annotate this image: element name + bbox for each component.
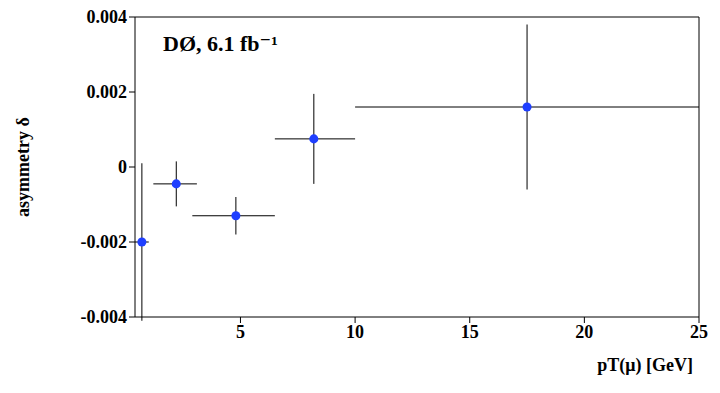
svg-text:asymmetry δ: asymmetry δ (13, 117, 33, 217)
svg-text:5: 5 (236, 322, 245, 342)
svg-text:20: 20 (575, 322, 593, 342)
svg-text:pT(μ) [GeV]: pT(μ) [GeV] (597, 355, 693, 376)
svg-text:15: 15 (461, 322, 479, 342)
html-text:DØ, 6.1 fb⁻¹: DØ, 6.1 fb⁻¹ (163, 31, 278, 56)
svg-text:0.004: 0.004 (87, 8, 128, 27)
svg-text:-0.002: -0.002 (81, 232, 128, 252)
svg-text:0.002: 0.002 (87, 82, 128, 102)
svg-text:25: 25 (690, 322, 708, 342)
svg-text:0: 0 (118, 157, 127, 177)
svg-text:-0.004: -0.004 (81, 307, 128, 327)
svg-text:10: 10 (346, 322, 364, 342)
